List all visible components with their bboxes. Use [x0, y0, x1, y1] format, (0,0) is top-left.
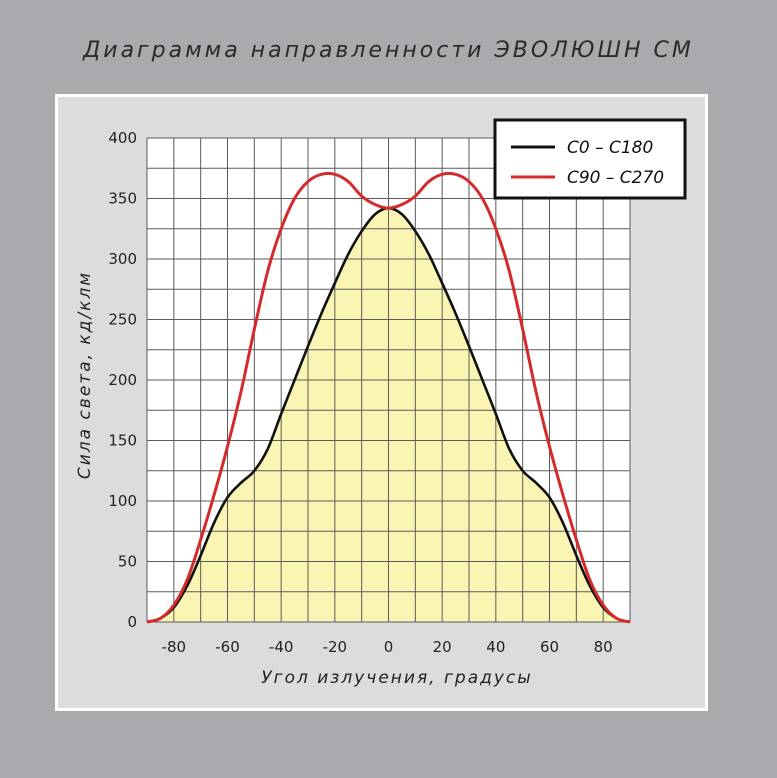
- y-tick-label: 100: [108, 492, 137, 510]
- legend-label-1: C90 – C270: [567, 168, 664, 188]
- chart-title: Диаграмма направленности ЭВОЛЮШН СМ: [83, 38, 694, 63]
- x-tick-label: 60: [540, 638, 559, 656]
- y-tick-label: 350: [108, 190, 137, 208]
- x-tick-label: -80: [162, 638, 187, 656]
- y-tick-label: 150: [108, 432, 137, 450]
- y-tick-label: 200: [108, 371, 137, 389]
- x-tick-label: -20: [323, 638, 348, 656]
- legend: C0 – C180 C90 – C270: [493, 118, 687, 200]
- x-axis-label: Угол излучения, градусы: [261, 668, 532, 688]
- legend-label-0: C0 – C180: [567, 138, 653, 158]
- y-tick-label: 300: [108, 250, 137, 268]
- y-tick-label: 50: [118, 553, 137, 571]
- x-tick-label: -60: [215, 638, 240, 656]
- x-tick-label: 20: [433, 638, 452, 656]
- x-tick-label: -40: [269, 638, 294, 656]
- y-tick-label: 250: [108, 311, 137, 329]
- x-tick-label: 80: [594, 638, 613, 656]
- series-line-1: [146, 171, 631, 624]
- y-tick-label: 400: [108, 129, 137, 147]
- x-tick-label: 40: [486, 638, 505, 656]
- legend-box: [493, 118, 687, 200]
- x-tick-label: 0: [384, 638, 394, 656]
- y-axis-label: Сила света, кд/клм: [75, 271, 95, 479]
- y-tick-label: 0: [127, 613, 137, 631]
